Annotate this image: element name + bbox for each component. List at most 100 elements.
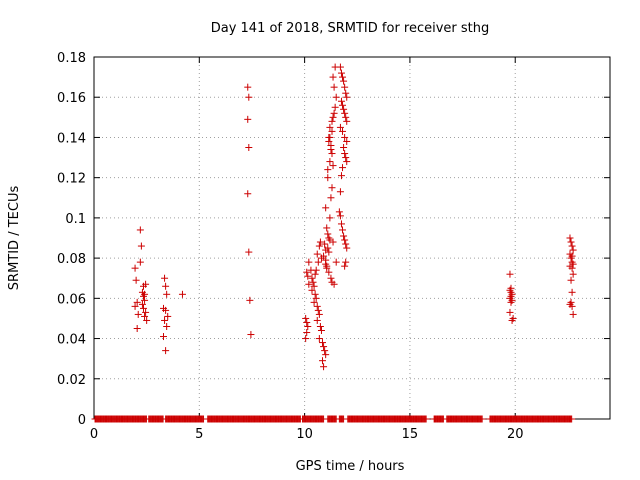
data-point xyxy=(342,154,350,162)
data-point xyxy=(136,226,144,234)
data-point xyxy=(343,117,351,125)
data-point xyxy=(340,105,348,113)
data-points xyxy=(131,63,577,371)
data-point xyxy=(313,302,321,310)
data-point xyxy=(507,298,515,306)
x-tick-label: 0 xyxy=(90,427,98,442)
data-point xyxy=(141,290,149,298)
data-point xyxy=(326,133,334,141)
data-point xyxy=(303,318,311,326)
data-point xyxy=(314,306,322,314)
data-point xyxy=(311,270,319,278)
y-tick-label: 0 xyxy=(78,413,86,428)
data-point xyxy=(322,351,330,359)
data-point xyxy=(327,274,335,282)
data-point xyxy=(244,83,252,91)
data-point xyxy=(142,280,150,288)
data-point xyxy=(325,248,333,256)
data-point xyxy=(328,117,336,125)
data-point xyxy=(329,162,337,170)
data-point xyxy=(304,272,312,280)
data-point xyxy=(312,266,320,274)
data-point xyxy=(131,264,139,272)
data-point xyxy=(161,274,169,282)
data-point xyxy=(324,230,332,238)
data-point xyxy=(326,123,334,131)
data-point xyxy=(324,244,332,252)
data-point xyxy=(143,316,151,324)
x-axis-title: GPS time / hours xyxy=(296,459,405,474)
data-point xyxy=(327,194,335,202)
data-point xyxy=(163,322,171,330)
data-point xyxy=(244,190,252,198)
data-point xyxy=(320,363,328,371)
data-point xyxy=(568,252,576,260)
data-point xyxy=(336,188,344,196)
baseline-point xyxy=(422,415,430,423)
data-point xyxy=(324,174,332,182)
data-point xyxy=(164,312,172,320)
data-point xyxy=(160,333,168,341)
data-point xyxy=(328,127,336,135)
baseline-point xyxy=(568,415,576,423)
data-point xyxy=(321,347,329,355)
x-tick-label: 5 xyxy=(195,427,203,442)
x-tick-label: 15 xyxy=(402,427,419,442)
data-point xyxy=(568,264,576,272)
data-point xyxy=(566,234,574,242)
data-point xyxy=(132,276,140,284)
data-point xyxy=(138,300,146,308)
y-tick-label: 0.02 xyxy=(57,373,86,388)
data-point xyxy=(141,296,149,304)
data-point xyxy=(339,101,347,109)
data-point xyxy=(568,302,576,310)
data-point xyxy=(336,63,344,71)
data-point xyxy=(330,280,338,288)
data-point xyxy=(328,184,336,192)
data-point xyxy=(508,316,516,324)
data-point xyxy=(342,89,350,97)
data-point xyxy=(337,69,345,77)
data-point xyxy=(325,137,333,145)
data-point xyxy=(308,274,316,282)
data-point xyxy=(335,208,343,216)
data-point xyxy=(315,242,323,250)
data-point xyxy=(343,93,351,101)
data-point xyxy=(133,325,141,332)
data-point xyxy=(178,290,186,298)
data-point xyxy=(315,310,323,318)
data-point xyxy=(327,146,335,154)
y-tick-label: 0.04 xyxy=(57,333,86,348)
data-point xyxy=(302,314,310,322)
data-point xyxy=(330,83,338,91)
data-point xyxy=(311,290,319,298)
y-tick-label: 0.16 xyxy=(57,91,86,106)
data-point xyxy=(161,316,169,324)
data-point xyxy=(332,258,340,266)
data-point xyxy=(162,347,170,355)
data-point xyxy=(245,248,253,256)
data-point xyxy=(304,322,312,330)
data-point xyxy=(322,204,330,212)
data-point xyxy=(330,109,338,117)
data-point xyxy=(329,73,337,81)
y-tick-label: 0.08 xyxy=(57,252,86,267)
data-point xyxy=(134,310,142,318)
data-point xyxy=(339,127,347,135)
x-tick-label: 10 xyxy=(296,427,313,442)
data-point xyxy=(316,322,324,330)
data-point xyxy=(341,236,349,244)
data-point xyxy=(337,220,345,228)
data-point xyxy=(339,226,347,234)
data-point xyxy=(568,242,576,250)
data-point xyxy=(322,260,330,268)
data-point xyxy=(315,335,323,343)
data-point xyxy=(320,343,328,351)
data-point xyxy=(339,73,347,81)
data-point xyxy=(342,258,350,266)
data-point xyxy=(133,298,141,306)
data-point xyxy=(163,290,171,298)
data-point xyxy=(342,240,350,248)
data-point xyxy=(325,268,333,276)
data-point xyxy=(321,240,329,248)
